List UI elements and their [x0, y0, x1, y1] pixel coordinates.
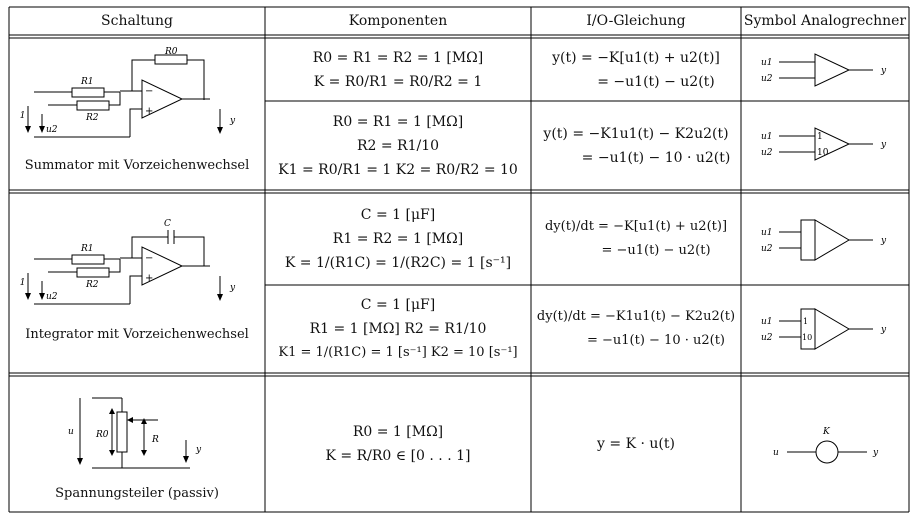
equation-line: = −u1(t) − 10 · u2(t) — [586, 333, 726, 348]
header-schaltung: Schaltung — [101, 13, 173, 29]
circuit-label-summator: Summator mit Vorzeichenwechsel — [24, 158, 250, 173]
symbol-output: y — [880, 66, 887, 76]
label-u: u — [68, 427, 74, 437]
label-y: y — [229, 283, 236, 293]
label-u1: u1 — [20, 111, 26, 121]
coefficient-symbol: K u y — [773, 427, 879, 464]
symbol-input-2: u2 — [761, 74, 773, 84]
label-r0: R0 — [95, 430, 109, 440]
summer-symbol: u1 u2 y — [761, 53, 887, 87]
label-u2: u2 — [46, 125, 58, 135]
equation-cell: y(t) = −K[u1(t) + u2(t)] = −u1(t) − u2(t… — [531, 38, 741, 101]
components-cell: R0 = 1 [MΩ] K = R/R0 ∈ [0 . . . 1] — [265, 376, 531, 512]
formula-line: R2 = R1/10 — [356, 137, 440, 154]
circuit-label-divider: Spannungsteiler (passiv) — [55, 486, 219, 501]
formula-line: C = 1 [μF] — [360, 207, 436, 223]
label-r2: R2 — [85, 113, 99, 123]
symbol-input-1: u1 — [761, 317, 773, 327]
header-io-gleichung: I/O-Gleichung — [586, 13, 686, 29]
equation-line: dy(t)/dt = −K[u1(t) + u2(t)] — [544, 219, 728, 234]
label-u2: u2 — [46, 292, 58, 302]
equation-line: y = K · u(t) — [597, 436, 675, 452]
summator-circuit-diagram: − + R0 R1 R2 u1 u2 y — [20, 47, 236, 138]
equation-line: y(t) = −K[u1(t) + u2(t)] — [552, 49, 720, 66]
label-r1: R1 — [80, 77, 94, 87]
svg-text:+: + — [145, 106, 153, 117]
symbol-input-1: u1 — [761, 58, 773, 68]
equation-cell: dy(t)/dt = −K1u1(t) − K2u2(t) = −u1(t) −… — [531, 285, 741, 373]
symbol-gain-2: 10 — [802, 333, 812, 342]
label-r0: R0 — [164, 47, 178, 57]
symbol-input-2: u2 — [761, 148, 773, 158]
label-y: y — [195, 445, 202, 455]
symbol-input: u — [773, 448, 779, 458]
symbol-gain-2: 10 — [817, 148, 829, 158]
equation-cell: dy(t)/dt = −K[u1(t) + u2(t)] = −u1(t) − … — [531, 193, 741, 285]
equation-cell: y = K · u(t) — [531, 376, 741, 512]
header-komponenten: Komponenten — [348, 13, 448, 29]
integrator-circuit-diagram: − + C R1 R2 u1 u2 y — [20, 219, 236, 305]
symbol-output: y — [880, 325, 887, 335]
label-r1: R1 — [80, 244, 94, 254]
symbol-output: y — [880, 140, 887, 150]
svg-text:−: − — [145, 86, 153, 97]
components-cell: R0 = R1 = R2 = 1 [MΩ] K = R0/R1 = R0/R2 … — [265, 38, 531, 101]
symbol-input-1: u1 — [761, 132, 773, 142]
weighted-integrator-symbol: 1 10 u1 u2 y — [761, 308, 887, 350]
symbol-gain: K — [822, 427, 831, 437]
formula-line: R1 = R2 = 1 [MΩ] — [332, 231, 464, 247]
formula-line: K1 = 1/(R1C) = 1 [s⁻¹] K2 = 10 [s⁻¹] — [278, 345, 518, 360]
circuit-label-integrator: Integrator mit Vorzeichenwechsel — [25, 327, 249, 342]
symbol-input-1: u1 — [761, 228, 773, 238]
formula-line: R0 = R1 = 1 [MΩ] — [332, 113, 464, 130]
label-r: R — [151, 435, 159, 445]
components-cell: R0 = R1 = 1 [MΩ] R2 = R1/10 K1 = R0/R1 =… — [265, 101, 531, 190]
label-u1: u1 — [20, 278, 26, 288]
symbol-gain-1: 1 — [803, 317, 808, 326]
svg-text:+: + — [145, 273, 153, 284]
label-y: y — [229, 116, 236, 126]
equation-line: y(t) = −K1u1(t) − K2u2(t) — [543, 125, 729, 142]
weighted-summer-symbol: 1 10 u1 u2 y — [761, 127, 887, 161]
formula-line: R1 = 1 [MΩ] R2 = R1/10 — [309, 321, 487, 337]
formula-line: K = 1/(R1C) = 1/(R2C) = 1 [s⁻¹] — [284, 255, 512, 271]
label-r2: R2 — [85, 280, 99, 290]
equation-line: = −u1(t) − u2(t) — [601, 243, 711, 258]
components-cell: C = 1 [μF] R1 = R2 = 1 [MΩ] K = 1/(R1C) … — [265, 193, 531, 285]
equation-line: = −u1(t) − 10 · u2(t) — [581, 149, 731, 166]
formula-line: R0 = 1 [MΩ] — [352, 424, 444, 440]
symbol-input-2: u2 — [761, 244, 773, 254]
integrator-symbol: u1 u2 y — [761, 219, 887, 261]
symbol-input-2: u2 — [761, 333, 773, 343]
formula-line: K1 = R0/R1 = 1 K2 = R0/R2 = 10 — [278, 161, 518, 178]
symbol-gain-1: 1 — [817, 132, 823, 142]
formula-line: C = 1 [μF] — [360, 297, 436, 313]
formula-line: K = R/R0 ∈ [0 . . . 1] — [325, 448, 471, 464]
symbol-output: y — [872, 448, 879, 458]
equation-cell: y(t) = −K1u1(t) − K2u2(t) = −u1(t) − 10 … — [531, 101, 741, 190]
symbol-output: y — [880, 236, 887, 246]
components-cell: C = 1 [μF] R1 = 1 [MΩ] R2 = R1/10 K1 = 1… — [265, 285, 531, 373]
label-c: C — [164, 219, 171, 229]
header-symbol: Symbol Analogrechner — [743, 13, 907, 29]
formula-line: R0 = R1 = R2 = 1 [MΩ] — [312, 49, 484, 66]
equation-line: dy(t)/dt = −K1u1(t) − K2u2(t) — [536, 309, 736, 324]
equation-line: = −u1(t) − u2(t) — [597, 73, 715, 90]
svg-text:−: − — [145, 253, 153, 264]
formula-line: K = R0/R1 = R0/R2 = 1 — [313, 73, 483, 90]
voltage-divider-diagram: u R0 R y — [68, 397, 202, 469]
